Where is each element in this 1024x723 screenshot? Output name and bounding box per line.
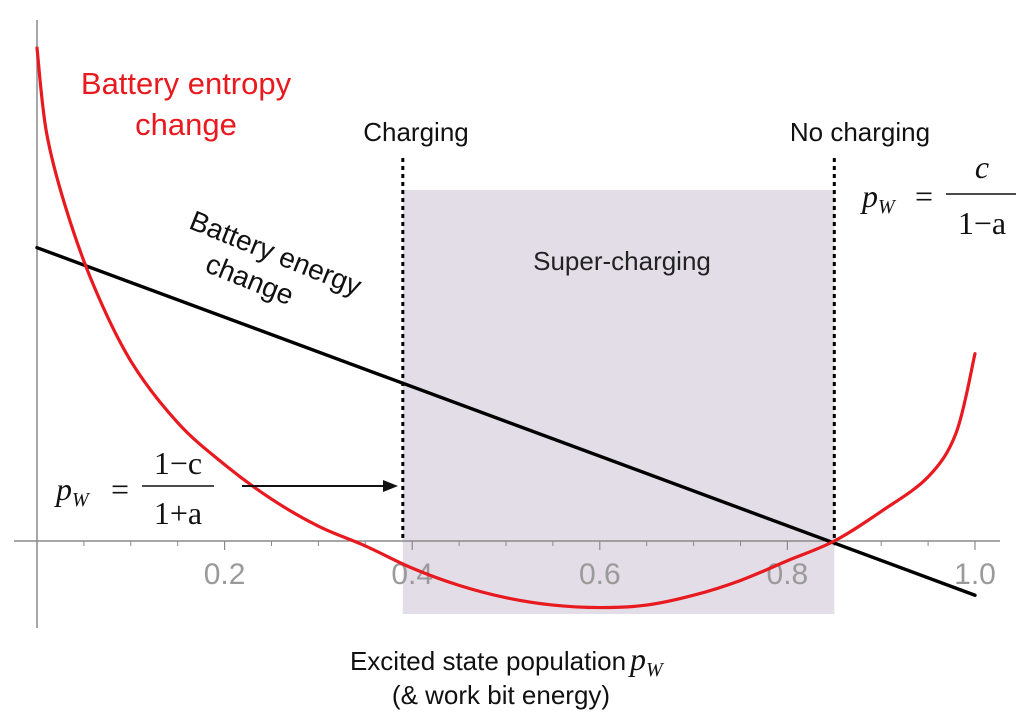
- right-formula-numerator: c: [975, 149, 989, 185]
- right-formula-equals: =: [915, 178, 933, 214]
- x-tick-label: 0.8: [767, 558, 809, 591]
- energy-series-label: Battery energy change: [185, 205, 365, 311]
- x-axis-title: Excited state population pW (& work bit …: [350, 641, 665, 710]
- pointer-arrow-head: [383, 480, 398, 492]
- x-axis-title-line1: Excited state population: [350, 646, 626, 676]
- entropy-series-label-line2: change: [135, 107, 237, 142]
- no-charging-label: No charging: [790, 117, 930, 147]
- battery-energy-line: [35, 245, 977, 597]
- left-formula-lhs: pW: [54, 471, 91, 511]
- axes: 0.2 0.4 0.6 0.8 1.0: [14, 20, 1000, 628]
- entropy-series-label-line1: Battery entropy: [81, 66, 292, 101]
- x-tick-label: 0.2: [204, 558, 246, 591]
- charging-label: Charging: [363, 117, 469, 147]
- left-formula-numerator: 1−c: [154, 445, 202, 481]
- left-formula: pW = 1−c 1+a: [54, 445, 214, 531]
- left-formula-equals: =: [111, 471, 129, 507]
- super-charging-label: Super-charging: [533, 246, 711, 276]
- x-tick-label: 0.6: [579, 558, 621, 591]
- x-axis-title-line2: (& work bit energy): [392, 680, 610, 710]
- x-axis-title-symbol: pW: [628, 641, 665, 681]
- super-charging-region: [402, 190, 835, 614]
- x-tick-label: 1.0: [954, 558, 996, 591]
- left-formula-denominator: 1+a: [154, 495, 202, 531]
- right-formula: pW = c 1−a: [860, 149, 1016, 241]
- right-formula-denominator: 1−a: [958, 205, 1006, 241]
- right-formula-lhs: pW: [860, 178, 897, 218]
- series-layer: [35, 46, 977, 610]
- battery-entropy-curve: [35, 46, 977, 610]
